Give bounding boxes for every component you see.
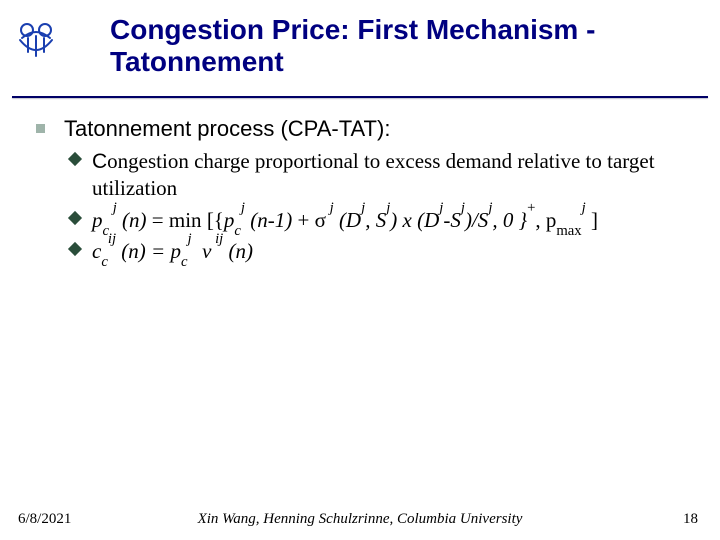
university-crest-icon bbox=[12, 16, 60, 64]
eq1-fc: , 0 } bbox=[492, 208, 527, 232]
bullet-level2-eq2: ccij (n) = pcj ν ij (n) bbox=[36, 238, 690, 265]
bullet-level2-desc: Congestion charge proportional to excess… bbox=[36, 148, 690, 203]
bullet-level2-eq1: pc j (n) = min [{pcj (n-1) + σ j (Dj, Sj… bbox=[36, 207, 690, 234]
eq1-close: ] bbox=[586, 208, 598, 232]
eq2-cn: (n) bbox=[116, 239, 146, 263]
eq2-sp bbox=[192, 239, 203, 263]
footer-authors: Xin Wang, Henning Schulzrinne, Columbia … bbox=[0, 511, 720, 528]
eq1-fm: -S bbox=[443, 208, 461, 232]
diamond-bullet-icon bbox=[68, 242, 82, 256]
eq1-open: [{ bbox=[207, 208, 224, 232]
eq2-psup: j bbox=[187, 231, 191, 247]
eq2-eq: = bbox=[146, 239, 171, 263]
bullet1-text: Tatonnement process (CPA-TAT): bbox=[64, 116, 390, 141]
eq1-sa1: (D bbox=[334, 208, 361, 232]
eq1-Dj: j bbox=[361, 200, 365, 216]
footer-page-number: 18 bbox=[683, 511, 698, 528]
eq1-p2: p bbox=[224, 208, 235, 232]
eq1-sa2: , S bbox=[365, 208, 386, 232]
slide: Congestion Price: First Mechanism - Tato… bbox=[0, 0, 720, 540]
eq1-pmaxsub: max bbox=[556, 223, 581, 239]
eq1-sigma: σ bbox=[315, 208, 326, 232]
eq1-x: x bbox=[397, 208, 417, 232]
eq1-sigmasup: j bbox=[326, 200, 334, 216]
diamond-bullet-icon bbox=[68, 211, 82, 225]
eq2-c: c bbox=[92, 239, 101, 263]
slide-body: Tatonnement process (CPA-TAT): Congestio… bbox=[36, 116, 690, 265]
eq1-plus: + bbox=[292, 208, 314, 232]
eq1-p2sup: j bbox=[241, 200, 245, 216]
eq1-p2sub: c bbox=[234, 223, 241, 239]
eq1-plussup: + bbox=[527, 200, 535, 216]
eq1-n: (n) bbox=[117, 208, 147, 232]
eq1-fm2: )/S bbox=[465, 208, 488, 232]
eq2-nu: ν bbox=[202, 239, 211, 263]
title-divider bbox=[12, 96, 708, 98]
eq1-pmax: p bbox=[546, 208, 557, 232]
eq1-fDj: j bbox=[439, 200, 443, 216]
eq1-fSj: j bbox=[461, 200, 465, 216]
diamond-bullet-icon bbox=[68, 152, 82, 166]
eq1-fo: (D bbox=[417, 208, 439, 232]
eq2-csup: ij bbox=[108, 231, 116, 247]
eq2-nun: (n) bbox=[223, 239, 253, 263]
eq1-p2n: (n-1) bbox=[245, 208, 292, 232]
eq1-Sj: j bbox=[386, 200, 390, 216]
eq1-comma: , bbox=[535, 208, 546, 232]
slide-title: Congestion Price: First Mechanism - Tato… bbox=[110, 14, 700, 78]
eq2-csub: c bbox=[101, 254, 108, 270]
eq2-nusup: ij bbox=[211, 231, 223, 247]
line2-cap: C bbox=[92, 150, 107, 173]
eq1-pmaxsup: j bbox=[582, 200, 586, 216]
eq2-p: p bbox=[170, 239, 181, 263]
eq1-eq: = min bbox=[147, 208, 207, 232]
bullet-level1: Tatonnement process (CPA-TAT): bbox=[36, 116, 690, 142]
eq1-fSj2: j bbox=[488, 200, 492, 216]
line2-rest: ongestion charge proportional to excess … bbox=[92, 149, 655, 200]
square-bullet-icon bbox=[36, 124, 45, 133]
eq1-p: p bbox=[92, 208, 103, 232]
eq1-psup: j bbox=[109, 200, 117, 216]
eq2-psub: c bbox=[181, 254, 188, 270]
slide-footer: 6/8/2021 Xin Wang, Henning Schulzrinne, … bbox=[0, 506, 720, 528]
